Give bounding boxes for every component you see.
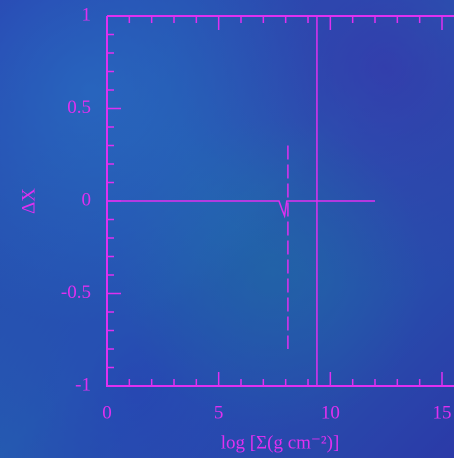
x-tick-label: 15 — [433, 402, 452, 423]
y-tick-label: -1 — [75, 374, 91, 395]
data-line — [107, 200, 375, 219]
x-tick-label: 0 — [102, 402, 112, 423]
y-axis-label: ΔX — [18, 188, 39, 214]
x-axis-label: log [Σ(g cm⁻²)] — [221, 432, 340, 453]
y-tick-label: 1 — [82, 4, 92, 25]
y-tick-label: -0.5 — [61, 282, 91, 303]
x-tick-label: 5 — [214, 402, 224, 423]
y-tick-label: 0 — [82, 189, 92, 210]
x-tick-label: 10 — [321, 402, 340, 423]
y-tick-label: 0.5 — [67, 97, 91, 118]
